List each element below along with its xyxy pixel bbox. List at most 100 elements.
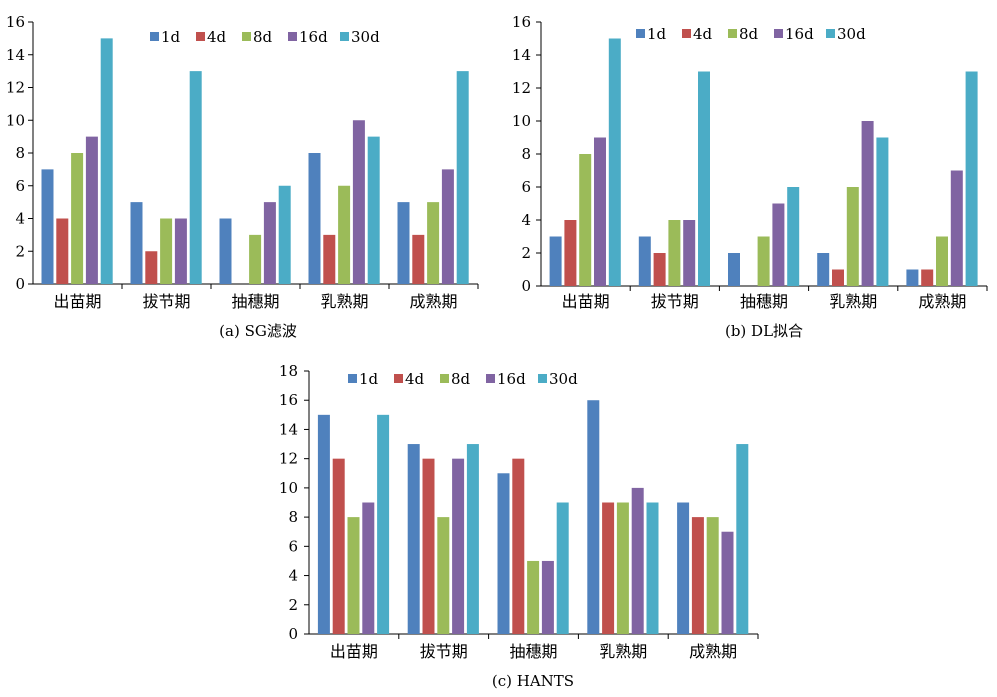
bar-1d-4 xyxy=(677,502,690,634)
legend-swatch-16d xyxy=(486,374,495,383)
bar-16d-1 xyxy=(683,220,696,286)
bar-30d-4 xyxy=(736,444,749,634)
bar-4d-0 xyxy=(56,218,69,284)
bar-4d-1 xyxy=(145,251,158,284)
bar-8d-4 xyxy=(936,236,948,286)
bar-4d-4 xyxy=(921,269,934,286)
y-tick-label: 10 xyxy=(512,112,531,130)
chart-caption: (b) DL拟合 xyxy=(725,322,803,340)
legend-swatch-30d xyxy=(538,374,547,383)
bar-8d-0 xyxy=(579,154,592,286)
x-tick-label: 拔节期 xyxy=(651,292,699,311)
bar-4d-0 xyxy=(564,220,577,286)
x-tick-label: 拔节期 xyxy=(420,642,468,661)
bar-8d-0 xyxy=(71,153,84,284)
chart-1: 0 2 4 6 8 10 12 14 16 出苗期 拔节期 抽穗期 乳熟期 成熟期 1d 4d 8d 16d 30d… xyxy=(512,13,988,340)
bar-16d-2 xyxy=(541,560,554,634)
bar-1d-0 xyxy=(549,236,562,286)
y-tick-label: 12 xyxy=(279,450,298,468)
bar-4d-0 xyxy=(332,458,345,634)
legend-swatch-4d xyxy=(394,374,403,383)
bar-8d-2 xyxy=(249,234,262,284)
legend-swatch-8d xyxy=(242,32,251,41)
bar-8d-1 xyxy=(437,517,450,634)
y-tick-label: 16 xyxy=(512,13,531,31)
legend-swatch-1d xyxy=(150,32,159,41)
bar-4d-1 xyxy=(422,458,435,634)
y-tick-label: 16 xyxy=(279,391,298,409)
bar-16d-2 xyxy=(772,203,785,286)
chart-caption: (c) HANTS xyxy=(492,672,574,690)
x-tick-label: 抽穗期 xyxy=(231,292,279,311)
bar-16d-3 xyxy=(861,121,874,286)
x-tick-label: 拔节期 xyxy=(142,292,190,311)
y-tick-label: 10 xyxy=(6,111,25,129)
y-tick-label: 10 xyxy=(279,479,298,497)
y-tick-label: 8 xyxy=(521,145,531,163)
y-tick-label: 2 xyxy=(15,242,25,260)
bar-8d-2 xyxy=(757,236,770,286)
legend-label-30d: 30d xyxy=(351,28,380,46)
y-tick-label: 4 xyxy=(15,210,25,228)
legend-label-8d: 8d xyxy=(451,370,471,388)
chart-2: 0 2 4 6 8 10 12 14 16 18 出苗期 拔节期 抽穗期 乳熟期 成熟期 1d 4d 8d 16d 3… xyxy=(279,362,759,690)
chart-caption: (a) SG滤波 xyxy=(219,322,297,340)
x-tick-label: 出苗期 xyxy=(53,292,101,311)
legend-swatch-30d xyxy=(340,32,349,41)
bar-4d-4 xyxy=(691,517,704,634)
legend-label-1d: 1d xyxy=(161,28,181,46)
y-tick-label: 8 xyxy=(15,144,25,162)
y-tick-label: 14 xyxy=(512,46,531,64)
bar-1d-0 xyxy=(41,169,54,284)
y-tick-label: 4 xyxy=(521,211,531,229)
legend-label-16d: 16d xyxy=(785,25,814,43)
bar-30d-3 xyxy=(876,137,889,286)
bar-1d-1 xyxy=(638,236,651,286)
bar-8d-4 xyxy=(427,202,440,284)
bar-16d-3 xyxy=(352,120,365,284)
legend-label-30d: 30d xyxy=(549,370,578,388)
bar-30d-2 xyxy=(556,502,569,634)
bar-30d-3 xyxy=(646,502,659,634)
y-tick-label: 2 xyxy=(521,244,531,262)
bar-16d-0 xyxy=(85,136,98,284)
y-tick-label: 12 xyxy=(512,79,531,97)
bar-1d-4 xyxy=(397,202,410,284)
y-tick-label: 2 xyxy=(288,596,298,614)
bar-1d-3 xyxy=(817,253,830,286)
bar-30d-2 xyxy=(278,185,291,284)
bar-8d-3 xyxy=(616,502,629,634)
x-tick-label: 出苗期 xyxy=(562,292,610,311)
x-tick-label: 成熟期 xyxy=(918,292,966,311)
bar-30d-4 xyxy=(965,71,978,286)
y-tick-label: 6 xyxy=(15,177,25,195)
bar-30d-1 xyxy=(189,71,202,284)
legend-swatch-8d xyxy=(728,29,737,38)
y-tick-label: 12 xyxy=(6,79,25,97)
legend-swatch-1d xyxy=(636,29,645,38)
x-tick-label: 乳熟期 xyxy=(599,642,647,661)
legend-label-1d: 1d xyxy=(359,370,379,388)
bar-4d-3 xyxy=(832,269,844,286)
bar-30d-4 xyxy=(456,71,469,284)
bar-8d-3 xyxy=(846,187,859,286)
x-tick-label: 成熟期 xyxy=(409,292,457,311)
bar-16d-1 xyxy=(174,218,187,284)
bar-4d-3 xyxy=(602,502,615,634)
legend-label-1d: 1d xyxy=(647,25,667,43)
legend-swatch-8d xyxy=(440,374,449,383)
bar-4d-3 xyxy=(323,234,336,284)
bar-1d-4 xyxy=(906,269,919,286)
legend-swatch-16d xyxy=(288,32,297,41)
y-tick-label: 6 xyxy=(288,537,298,555)
bar-16d-0 xyxy=(594,137,606,286)
bar-8d-0 xyxy=(347,517,360,634)
y-tick-label: 6 xyxy=(521,178,531,196)
legend-swatch-1d xyxy=(348,374,357,383)
x-tick-label: 抽穗期 xyxy=(740,292,788,311)
bar-30d-2 xyxy=(787,187,800,286)
legend-label-4d: 4d xyxy=(405,370,425,388)
y-tick-label: 18 xyxy=(279,362,298,380)
bar-16d-2 xyxy=(263,202,276,284)
